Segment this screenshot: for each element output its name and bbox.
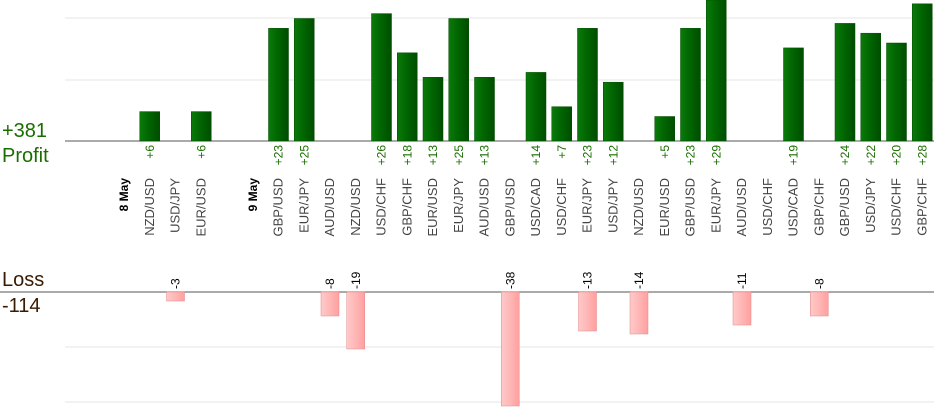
profit-bar [860,32,881,142]
category-label: AUD/USD [734,178,749,237]
loss-value-label: -19 [349,271,363,289]
profit-bar [551,106,572,142]
category-label: AUD/USD [477,178,492,237]
profit-value-label: +23 [581,145,595,166]
profit-value-label: +23 [272,145,286,166]
profit-bar [886,42,907,142]
profit-value-label: +14 [529,145,543,166]
profit-bar [912,3,933,142]
profit-bar [834,23,856,142]
category-label: USD/CHF [889,178,904,236]
category-label: GBP/USD [683,178,698,237]
category-label: USD/CHF [374,178,389,236]
loss-bar [578,291,597,332]
category-label: GBP/CHF [399,178,414,236]
profit-bar [191,111,212,142]
profit-bar [294,18,315,142]
profit-bar [397,52,418,142]
loss-bar [320,291,340,317]
profit-value-label: +12 [606,145,620,166]
category-label: AUD/USD [322,178,337,237]
profit-value-label: +22 [864,145,878,166]
category-label: GBP/USD [502,178,517,237]
loss-value-label: -11 [735,272,749,289]
category-label: EUR/USD [657,178,672,237]
profit-value-label: +24 [838,145,852,166]
profit-value-label: +5 [658,145,672,159]
profit-value-label: +18 [400,145,414,166]
profit-bar [654,116,675,142]
category-label: NZD/USD [631,178,646,236]
loss-total: -114 [2,295,41,317]
category-label: EUR/USD [425,178,440,237]
profit-value-label: +6 [143,145,157,159]
category-label: NZD/USD [348,178,363,236]
profit-bar [139,111,160,142]
loss-bar [629,291,649,335]
loss-value-label: -3 [169,278,183,289]
profit-value-label: +20 [890,145,904,166]
loss-bar [501,291,520,407]
category-label: GBP/CHF [811,178,826,236]
loss-value-label: -14 [632,271,646,289]
profit-bar [422,77,444,142]
date-label: 8 May [117,178,131,212]
loss-value-label: -8 [812,278,826,289]
profit-bar [603,81,624,142]
category-label: USD/CHF [554,178,569,236]
profit-value-label: +28 [915,145,929,166]
category-label: GBP/USD [271,178,286,237]
category-label: EUR/JPY [708,178,723,233]
profit-bar [706,0,727,142]
profit-value-label: +13 [426,145,440,166]
category-label: NZD/USD [142,178,157,236]
profit-label: Profit [2,145,49,167]
category-label: EUR/USD [193,178,208,237]
date-label: 9 May [246,178,260,212]
profit-value-label: +6 [194,145,208,159]
loss-value-label: -8 [323,278,337,289]
profit-value-label: +13 [478,145,492,166]
loss-label: Loss [2,269,45,291]
profit-value-label: +7 [555,145,569,159]
profit-bar [783,47,804,142]
profit-bar [525,72,547,142]
profit-bar [680,28,701,142]
loss-bar [732,291,752,326]
profit-total: +381 [2,120,48,142]
profit-value-label: +25 [452,145,466,166]
profit-value-label: +23 [684,145,698,166]
loss-value-label: -38 [503,271,517,289]
category-label: EUR/JPY [451,178,466,233]
category-label: EUR/JPY [296,178,311,233]
profit-value-label: +26 [375,145,389,166]
category-label: GBP/USD [837,178,852,237]
category-label: USD/CAD [786,178,801,237]
category-label: USD/JPY [168,178,183,233]
profit-bar [577,28,598,142]
profit-bar [371,13,392,142]
category-label: USD/CHF [760,178,775,236]
category-label: USD/JPY [863,178,878,233]
profit-value-label: +29 [709,145,723,166]
category-label: USD/CAD [528,178,543,237]
loss-bar [166,291,185,302]
category-label: EUR/JPY [580,178,595,233]
profit-value-label: +19 [787,145,801,166]
category-label: USD/JPY [605,178,620,233]
category-label: GBP/CHF [914,178,929,236]
loss-bar [346,291,365,350]
profit-bar [268,28,289,142]
profit-bar [474,77,495,142]
loss-bar [810,291,829,317]
profit-value-label: +25 [297,145,311,166]
loss-value-label: -13 [581,271,595,289]
profit-bar [448,18,469,142]
